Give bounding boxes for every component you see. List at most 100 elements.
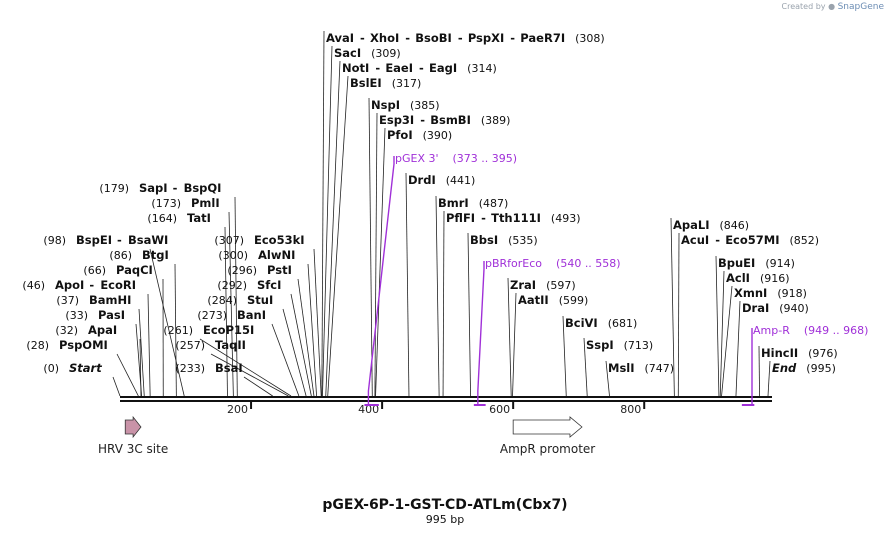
primer-leader [367,156,395,405]
site-line [322,45,333,397]
site-name: ApoI [55,278,84,292]
site-label-taqii: (257) TaqII [175,338,246,352]
site-name: SacI [334,46,361,60]
site-name: AatII [518,293,549,307]
site-position: (233) [175,362,205,375]
site-label-ecop15i: (261) EcoP15I [163,323,254,337]
site-name: BamHI [89,293,131,307]
feature-arrow [512,416,583,438]
site-name: BspEI [76,233,112,247]
site-name: PaqCI [116,263,153,277]
site-line [670,217,675,397]
site-line [147,293,151,397]
site-line [224,226,228,397]
primer-name: Amp-R [753,324,790,337]
site-line [112,376,121,397]
primer-amp-r: Amp-R (949 .. 968) [741,324,869,406]
site-alt-name: EaeI [385,61,413,75]
site-label-xmni: XmnI (918) [734,286,807,300]
site-position: (599) [559,294,589,307]
site-position: (389) [481,114,511,127]
site-name: DrdI [408,173,436,187]
site-separator: - [405,31,410,45]
site-name: ApaLI [673,218,710,232]
site-name: AclI [726,271,750,285]
site-label-drai: DraI (940) [742,301,809,315]
site-label-acui: AcuI - Eco57MI (852) [681,233,819,247]
site-separator: - [715,233,720,247]
site-label-bpuei: BpuEI (914) [718,256,795,270]
site-alt-name: Eco57MI [725,233,779,247]
site-position: (292) [217,279,247,292]
site-labels: AvaI - XhoI - BsoBI - PspXI - PaeR7I (308)SacI (30… [22,31,837,375]
site-name: ZraI [510,278,536,292]
site-line [767,360,771,397]
site-separator: - [419,61,424,75]
site-label-pasi: (33) PasI [65,308,125,322]
site-label-bbsi: BbsI (535) [470,233,538,247]
site-label-end: End (995) [772,361,836,375]
site-line [719,270,725,397]
credit-brand: SnapGene [837,2,884,12]
site-position: (747) [645,362,675,375]
site-alt-name: PspXI [468,31,504,45]
site-name: PasI [98,308,125,322]
site-line [758,345,760,397]
site-name: HincII [761,346,798,360]
site-position: (257) [175,339,205,352]
site-position: (995) [806,362,836,375]
feature-hrv-3c-site: HRV 3C site [98,415,168,456]
site-position: (296) [227,264,257,277]
site-position: (0) [43,362,59,375]
primer-name: pBRforEco [485,257,542,270]
site-label-apai: (32) ApaI [55,323,117,337]
site-position: (681) [608,317,638,330]
site-name: EcoP15I [203,323,254,337]
ruler-tick-label: 800 [620,403,641,416]
site-line [374,112,378,397]
site-label-sapi: (179) SapI - BspQI [99,181,221,195]
site-line [467,232,471,397]
site-label-bsai: (233) BsaI [175,361,242,375]
site-position: (916) [760,272,790,285]
primers: pGEX 3' (373 .. 395) pBRforEco (540 .. 558)… [364,152,869,406]
ruler: 200 400 600 800 [227,401,646,416]
site-label-apoi: (46) ApoI - EcoRI [22,278,136,292]
site-label-aatii: AatII (599) [518,293,588,307]
site-position: (37) [56,294,79,307]
primer-pbrforeco: pBRforEco (540 .. 558) [473,257,621,406]
site-position: (284) [207,294,237,307]
site-label-zrai: ZraI (597) [510,278,576,292]
site-name: BtgI [142,248,169,262]
site-label-pspomi: (28) PspOMI [26,338,107,352]
site-line [375,127,386,397]
feature-ampr-promoter: AmpR promoter [500,416,595,456]
site-alt-name: BsmBI [430,113,471,127]
site-separator: - [420,113,425,127]
site-line [282,308,307,397]
site-alt-name: XhoI [370,31,399,45]
site-alt-name: Tth111I [491,211,541,225]
site-label-stui: (284) StuI [207,293,273,307]
site-line [325,60,341,397]
ruler-tick-label: 600 [489,403,510,416]
primer-range: (949 .. 968) [804,324,869,337]
site-line [138,308,145,397]
site-label-bmri: BmrI (487) [438,196,508,210]
site-label-noti: NotI - EaeI - EagI (314) [342,61,497,75]
site-separator: - [360,31,365,45]
site-lines [112,30,771,397]
site-line [435,195,440,397]
site-label-start: (0) Start [43,361,102,375]
site-position: (46) [22,279,45,292]
site-separator: - [375,61,380,75]
site-line [271,323,300,397]
site-name: AlwNI [258,248,295,262]
feature-arrow [124,415,142,439]
site-name: PfoI [387,128,413,142]
site-position: (535) [508,234,538,247]
site-position: (918) [777,287,807,300]
site-label-sfci: (292) SfcI [217,278,281,292]
site-line [297,278,315,397]
site-line [149,248,185,397]
